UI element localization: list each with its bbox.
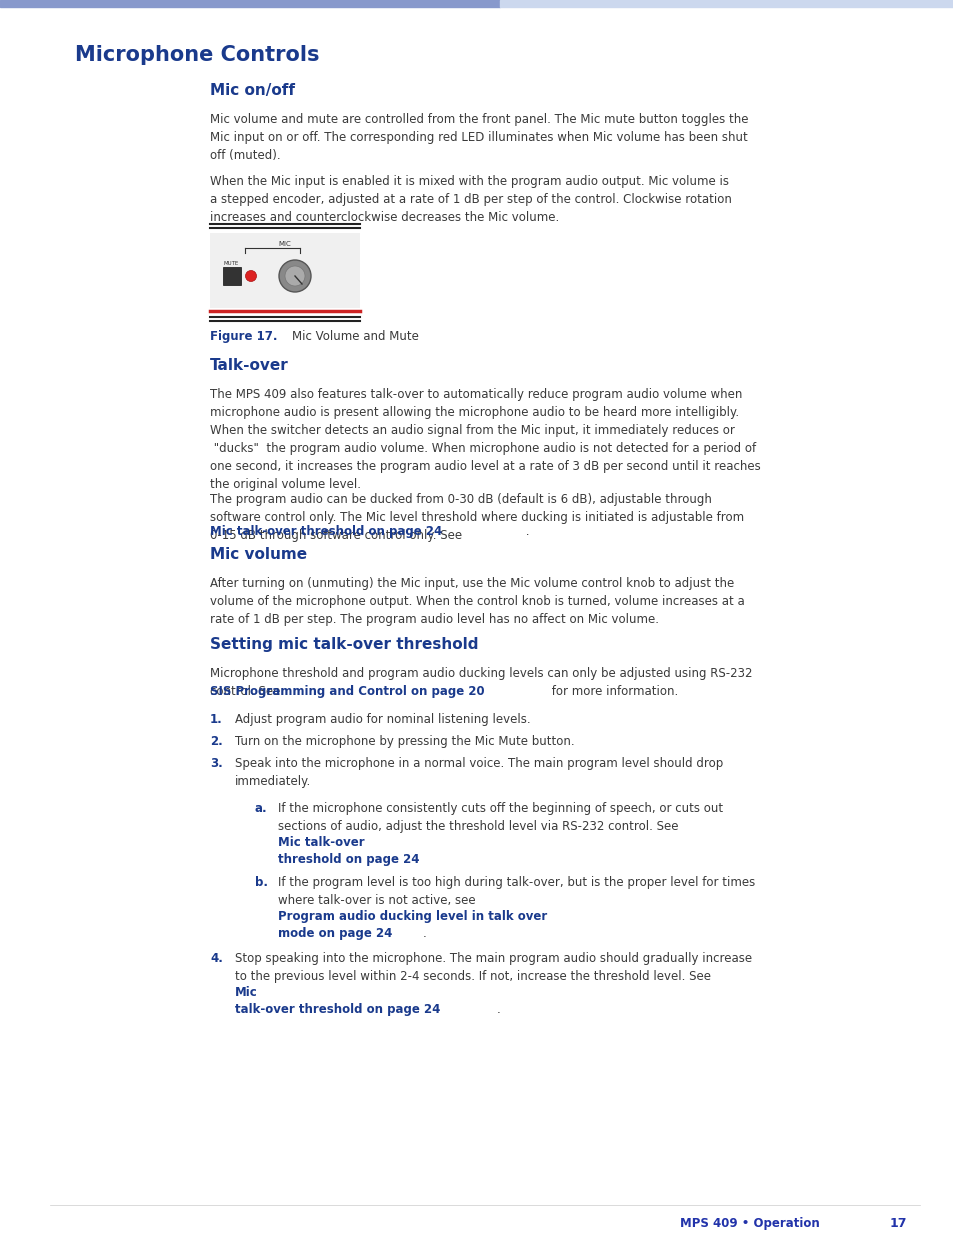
Text: MUTE: MUTE [223, 261, 238, 266]
Text: After turning on (unmuting) the Mic input, use the Mic volume control knob to ad: After turning on (unmuting) the Mic inpu… [210, 577, 744, 626]
Text: Mic talk-over: Mic talk-over [277, 836, 364, 848]
Text: Mic volume: Mic volume [210, 547, 307, 562]
Circle shape [278, 261, 311, 291]
Text: Adjust program audio for nominal listening levels.: Adjust program audio for nominal listeni… [234, 713, 530, 726]
Text: threshold on page 24: threshold on page 24 [277, 853, 419, 866]
Text: Setting mic talk-over threshold: Setting mic talk-over threshold [210, 637, 478, 652]
Text: Microphone threshold and program audio ducking levels can only be adjusted using: Microphone threshold and program audio d… [210, 667, 752, 698]
Text: talk-over threshold on page 24: talk-over threshold on page 24 [234, 1003, 440, 1016]
Text: Talk-over: Talk-over [210, 358, 289, 373]
Text: Mic on/off: Mic on/off [210, 83, 294, 98]
Bar [223, 267, 241, 285]
Text: for more information.: for more information. [547, 685, 678, 698]
Bar [210, 233, 359, 308]
Text: Turn on the microphone by pressing the Mic Mute button.: Turn on the microphone by pressing the M… [234, 735, 574, 748]
Text: 3.: 3. [210, 757, 222, 769]
Text: 2.: 2. [210, 735, 222, 748]
Text: The MPS 409 also features talk-over to automatically reduce program audio volume: The MPS 409 also features talk-over to a… [210, 388, 760, 492]
Circle shape [245, 270, 256, 282]
Text: Mic Volume and Mute: Mic Volume and Mute [292, 330, 418, 343]
Text: Speak into the microphone in a normal voice. The main program level should drop
: Speak into the microphone in a normal vo… [234, 757, 722, 788]
Text: a.: a. [254, 802, 268, 815]
Text: Mic talk-over threshold on page 24: Mic talk-over threshold on page 24 [210, 525, 442, 538]
Text: .: . [521, 525, 529, 538]
Text: MPS 409 • Operation: MPS 409 • Operation [679, 1216, 819, 1230]
Text: 1.: 1. [210, 713, 222, 726]
Text: If the program level is too high during talk-over, but is the proper level for t: If the program level is too high during … [277, 876, 755, 906]
Text: Program audio ducking level in talk over: Program audio ducking level in talk over [277, 910, 547, 923]
Bar [499, 0, 953, 7]
Text: MIC: MIC [278, 241, 291, 247]
Text: mode on page 24: mode on page 24 [277, 927, 392, 940]
Circle shape [285, 266, 305, 287]
Text: 4.: 4. [210, 952, 223, 965]
Text: If the microphone consistently cuts off the beginning of speech, or cuts out
sec: If the microphone consistently cuts off … [277, 802, 722, 832]
Text: SIS Programming and Control on page 20: SIS Programming and Control on page 20 [210, 685, 484, 698]
Text: .: . [497, 1003, 500, 1016]
Text: b.: b. [254, 876, 268, 889]
Text: 17: 17 [889, 1216, 906, 1230]
Text: Microphone Controls: Microphone Controls [75, 44, 319, 65]
Text: The program audio can be ducked from 0-30 dB (default is 6 dB), adjustable throu: The program audio can be ducked from 0-3… [210, 493, 743, 542]
Text: Stop speaking into the microphone. The main program audio should gradually incre: Stop speaking into the microphone. The m… [234, 952, 751, 983]
Text: Mic volume and mute are controlled from the front panel. The Mic mute button tog: Mic volume and mute are controlled from … [210, 112, 748, 162]
Text: When the Mic input is enabled it is mixed with the program audio output. Mic vol: When the Mic input is enabled it is mixe… [210, 175, 731, 224]
Bar [0, 0, 499, 7]
Text: Figure 17.: Figure 17. [210, 330, 277, 343]
Text: Mic: Mic [234, 986, 257, 999]
Text: .: . [422, 927, 426, 940]
